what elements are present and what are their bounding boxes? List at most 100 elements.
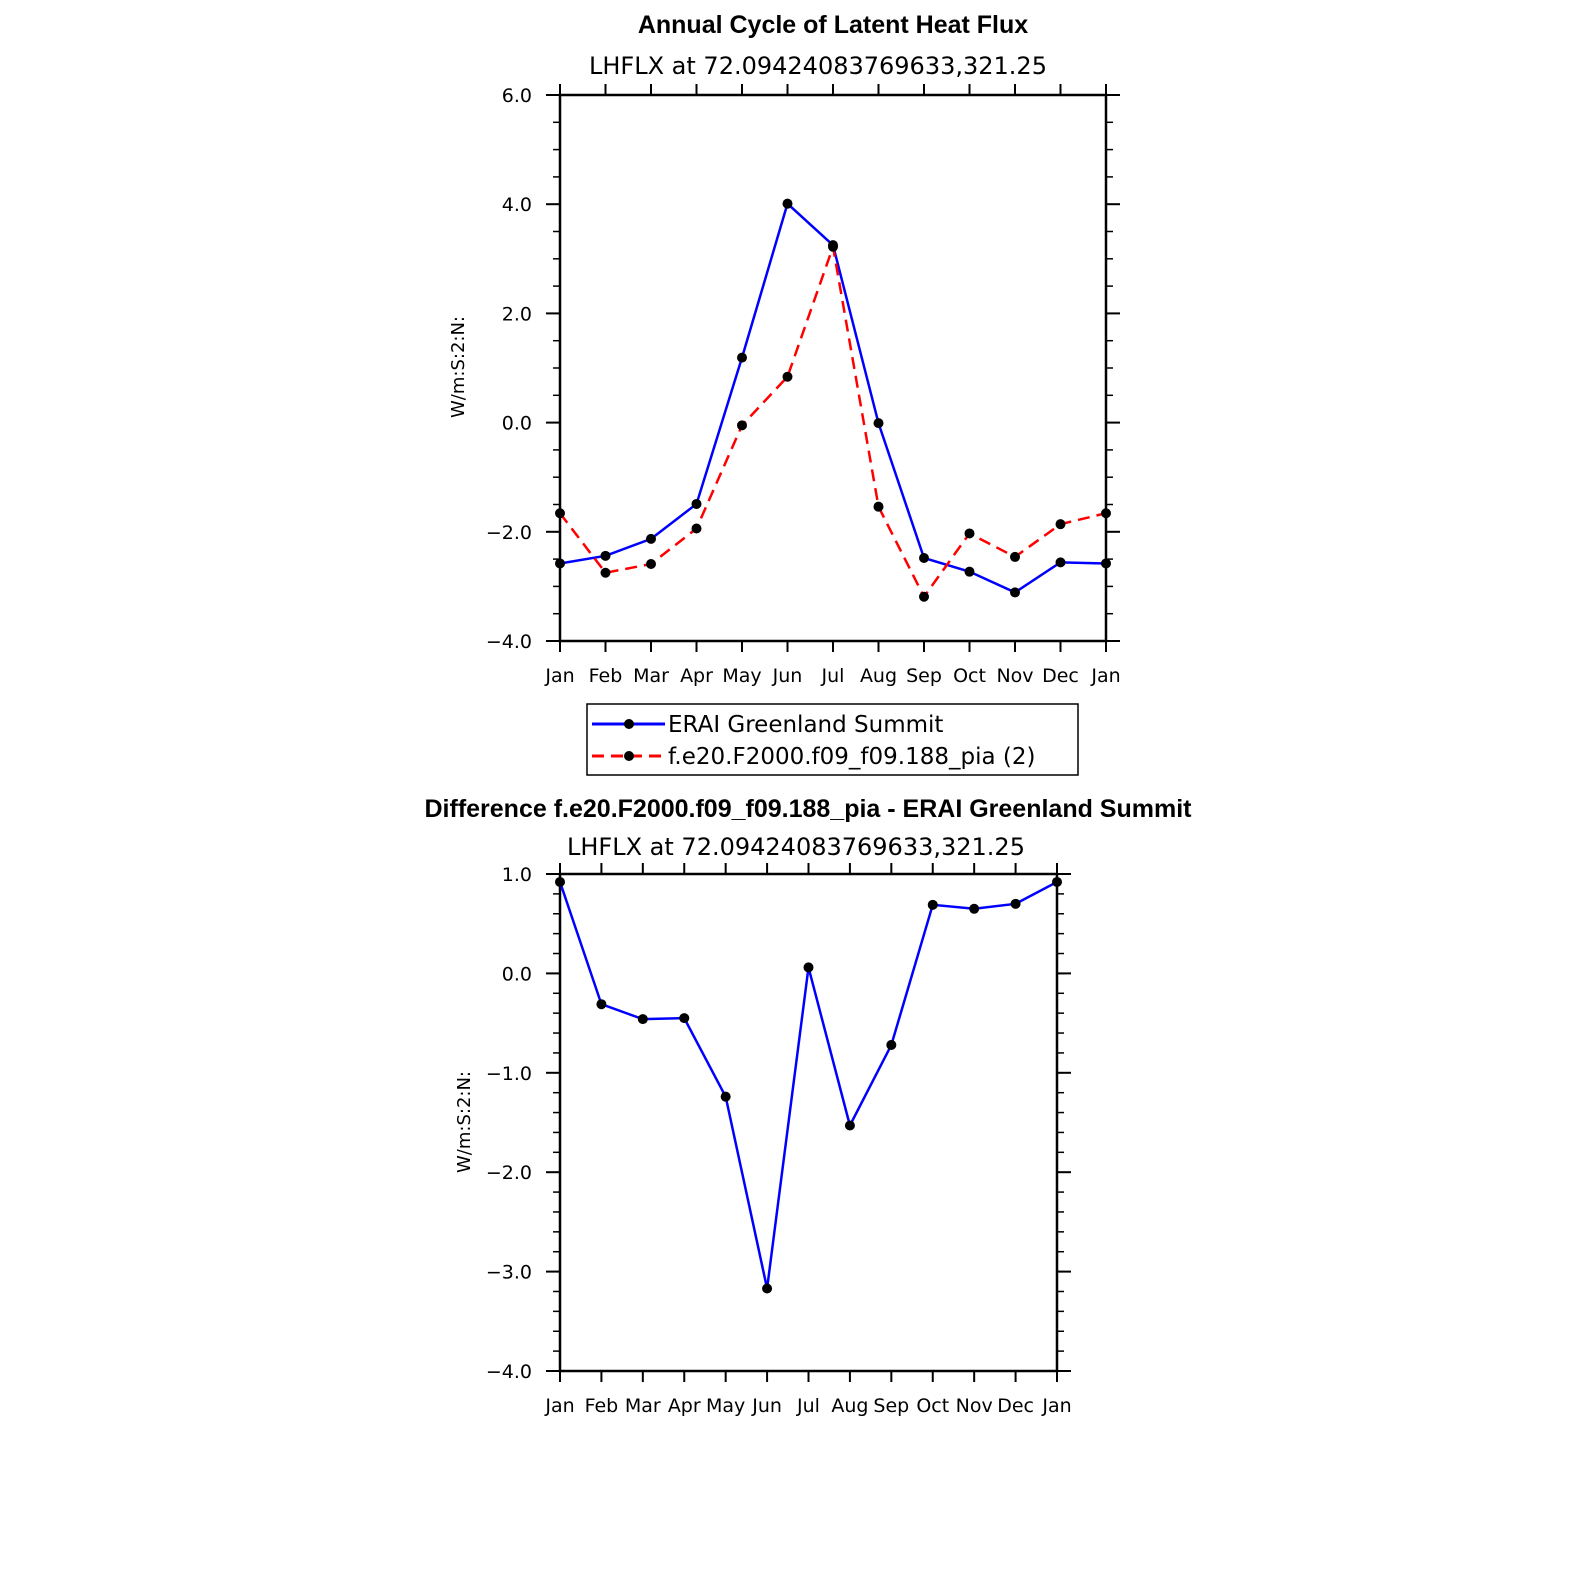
data-point xyxy=(691,523,702,534)
data-point xyxy=(555,508,565,519)
x-tick-label: Oct xyxy=(953,665,986,687)
data-point xyxy=(646,533,656,544)
x-tick-label: May xyxy=(706,1395,745,1417)
data-point xyxy=(969,903,980,914)
y-tick-label: 0.0 xyxy=(502,413,532,435)
x-tick-label: Jan xyxy=(544,665,574,687)
x-tick-label: May xyxy=(722,665,761,687)
x-tick-label: Aug xyxy=(831,1395,868,1417)
y-tick-label: 6.0 xyxy=(502,85,532,107)
data-point xyxy=(555,558,565,569)
x-tick-label: Sep xyxy=(873,1395,909,1417)
y-axis-label: W/m:S:2:N: xyxy=(448,316,469,418)
y-axis-label: W/m:S:2:N: xyxy=(454,1071,475,1173)
series-layer xyxy=(555,876,1062,1294)
data-point xyxy=(927,899,938,910)
data-point xyxy=(919,553,929,564)
data-point xyxy=(782,371,793,382)
x-tick-label: Dec xyxy=(997,1395,1034,1417)
data-point xyxy=(1055,519,1066,530)
data-point xyxy=(782,198,793,209)
legend-marker-erai xyxy=(624,719,634,729)
data-point xyxy=(737,420,747,431)
data-point xyxy=(600,567,611,578)
x-tick-label: Jan xyxy=(1090,665,1120,687)
x-tick-label: Jun xyxy=(772,665,803,687)
data-point xyxy=(1010,587,1020,598)
x-tick-label: Mar xyxy=(625,1395,661,1417)
series-line-0 xyxy=(559,201,1107,594)
chart-title: Difference f.e20.F2000.f09_f09.188_pia -… xyxy=(425,795,1193,823)
y-tick-label: 1.0 xyxy=(502,864,532,886)
data-point xyxy=(737,352,747,363)
data-point xyxy=(1101,558,1111,569)
data-point xyxy=(919,591,929,602)
y-tick-label: 0.0 xyxy=(502,963,532,985)
chart-title: Annual Cycle of Latent Heat Flux xyxy=(638,11,1028,39)
x-tick-label: Feb xyxy=(585,1395,619,1417)
x-tick-label: Nov xyxy=(996,665,1033,687)
legend-box xyxy=(586,703,1079,776)
x-tick-label: Jan xyxy=(544,1395,574,1417)
data-point xyxy=(828,241,838,252)
plot-border xyxy=(558,872,1059,1373)
data-point xyxy=(1010,551,1020,562)
data-point xyxy=(1055,557,1066,568)
chart-subtitle: LHFLX at 72.09424083769633,321.25 xyxy=(567,833,1025,861)
y-tick-label: 4.0 xyxy=(502,194,532,216)
data-point xyxy=(555,876,565,887)
y-tick-label: −2.0 xyxy=(486,1162,532,1184)
x-tick-label: Jul xyxy=(821,665,845,687)
axes-frame: Jan Feb Mar Apr May Jun Jul Aug Sep Oct Nov Dec Jan−… xyxy=(486,863,1072,1417)
y-tick-label: −2.0 xyxy=(486,522,532,544)
data-point xyxy=(691,498,702,509)
series-line-1 xyxy=(559,241,1107,600)
legend-label-model: f.e20.F2000.f09_f09.188_pia (2) xyxy=(668,744,1035,770)
annual-cycle-chart: Annual Cycle of Latent Heat Flux LHFLX a… xyxy=(448,11,1121,776)
data-point xyxy=(1101,508,1111,519)
data-point xyxy=(646,559,656,570)
data-point xyxy=(844,1120,855,1131)
y-tick-label: −3.0 xyxy=(486,1262,532,1284)
y-tick-label: −4.0 xyxy=(486,1361,532,1383)
y-tick-label: −1.0 xyxy=(486,1063,532,1085)
x-tick-label: Sep xyxy=(906,665,942,687)
y-tick-label: −4.0 xyxy=(486,631,532,653)
axes-frame: Jan Feb Mar Apr May Jun Jul Aug Sep Oct Nov Dec Jan−… xyxy=(486,84,1121,687)
data-point xyxy=(600,550,611,561)
data-point xyxy=(886,1039,897,1050)
series-line-0 xyxy=(558,880,1058,1289)
chart-subtitle: LHFLX at 72.09424083769633,321.25 xyxy=(589,52,1047,80)
x-tick-label: Aug xyxy=(860,665,897,687)
x-tick-label: Apr xyxy=(668,1395,701,1417)
legend: ERAI Greenland Summit f.e20.F2000.f09_f0… xyxy=(586,703,1079,776)
x-tick-label: Oct xyxy=(916,1395,949,1417)
data-point xyxy=(762,1283,773,1294)
x-tick-label: Jul xyxy=(796,1395,820,1417)
x-tick-label: Jan xyxy=(1041,1395,1071,1417)
data-point xyxy=(873,418,884,429)
x-tick-label: Dec xyxy=(1042,665,1079,687)
x-tick-label: Apr xyxy=(680,665,713,687)
legend-marker-model xyxy=(624,751,634,761)
data-point xyxy=(596,999,607,1010)
difference-chart: Difference f.e20.F2000.f09_f09.188_pia -… xyxy=(425,795,1193,1417)
x-tick-label: Jun xyxy=(751,1395,782,1417)
x-tick-label: Mar xyxy=(633,665,669,687)
y-tick-label: 2.0 xyxy=(502,303,532,325)
x-tick-label: Feb xyxy=(589,665,623,687)
data-point xyxy=(964,566,975,577)
series-layer xyxy=(555,198,1111,602)
data-point xyxy=(679,1013,690,1024)
data-point xyxy=(873,501,884,512)
plot-border xyxy=(558,93,1108,643)
data-point xyxy=(637,1014,648,1025)
legend-label-erai: ERAI Greenland Summit xyxy=(668,712,943,738)
data-point xyxy=(803,962,814,973)
data-point xyxy=(720,1091,731,1102)
data-point xyxy=(1052,876,1062,887)
data-point xyxy=(964,528,975,539)
x-tick-label: Nov xyxy=(956,1395,993,1417)
data-point xyxy=(1010,898,1021,909)
